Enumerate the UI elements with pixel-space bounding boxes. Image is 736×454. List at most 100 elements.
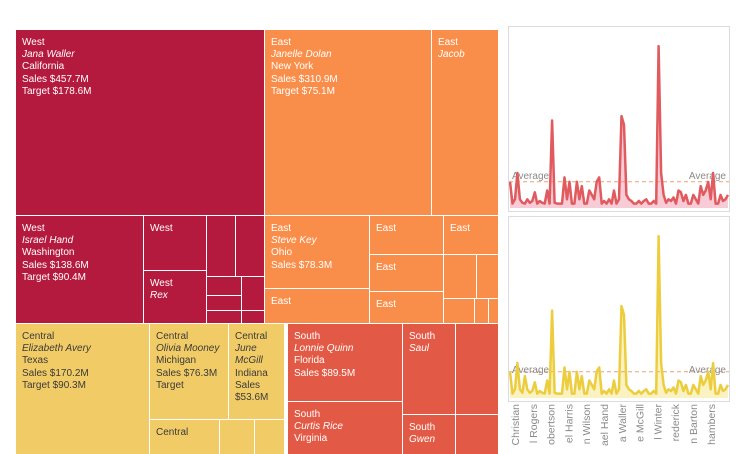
tile-target: Target — [156, 379, 184, 391]
treemap-tile-west-small-1[interactable]: West — [144, 216, 206, 270]
treemap-tile-central-small-1[interactable]: Central — [150, 420, 219, 454]
tile-state: California — [22, 61, 65, 73]
treemap-tile-south-florida[interactable]: South Lonnie Quinn Florida Sales $89.5M — [288, 324, 402, 401]
tile-region: East — [271, 37, 292, 48]
sales-trend-panel: Average Average — [508, 26, 730, 212]
treemap-tile-east-small-5[interactable]: East — [370, 292, 443, 323]
x-tick-label: n Barton — [688, 404, 700, 444]
tile-region: West — [22, 223, 45, 234]
tile-region: South — [409, 331, 436, 342]
treemap-tile-west-california[interactable]: West Jana Waller California Sales $457.7… — [16, 30, 264, 215]
target-trend-chart: Average Average — [508, 234, 730, 398]
tile-state: Washington — [22, 247, 75, 259]
treemap-tile-central-texas[interactable]: Central Elizabeth Avery Texas Sales $170… — [16, 324, 149, 454]
tile-divider — [207, 310, 264, 311]
tile-region: West — [22, 37, 45, 48]
treemap-south-right-area[interactable] — [456, 324, 498, 454]
tile-manager: Gwen — [409, 434, 436, 446]
tile-sales: Sales $310.9M — [271, 73, 338, 85]
tile-region: West — [150, 223, 173, 234]
tile-divider — [254, 420, 255, 454]
average-label-right: Average — [689, 171, 727, 182]
tile-sales: Sales $138.6M — [22, 259, 89, 271]
x-tick-label: e McGill — [635, 404, 647, 442]
tile-region: East — [376, 223, 397, 234]
tile-target: Target $90.3M — [22, 379, 86, 391]
x-tick-label: l Winter — [652, 404, 664, 440]
tile-region: Central — [235, 331, 268, 342]
treemap-tile-east-small-1[interactable]: East — [265, 289, 369, 323]
target-trend-panel: Average Average — [508, 216, 730, 402]
tile-manager: Saul — [409, 343, 430, 355]
tile-target: Target $90.4M — [22, 271, 86, 283]
x-tick-label: a Waller — [617, 404, 629, 443]
tile-state: Virginia — [294, 433, 328, 445]
x-tick-label: ael Hand — [599, 404, 611, 446]
treemap-tile-south-gwen[interactable]: South Gwen — [403, 415, 455, 454]
tile-divider — [474, 298, 475, 323]
tile-divider — [488, 298, 489, 323]
tile-divider — [235, 216, 236, 276]
tile-state: Indiana — [235, 367, 268, 379]
tile-divider — [456, 414, 498, 415]
tile-manager: Jacob — [438, 49, 465, 61]
tile-state: Michigan — [156, 355, 197, 367]
tile-state: New York — [271, 61, 314, 73]
tile-sales: Sales $457.7M — [22, 73, 89, 85]
treemap-tile-east-small-3[interactable]: East — [444, 216, 498, 254]
x-tick-label: n Wilson — [581, 404, 593, 444]
average-label-left: Average — [512, 365, 550, 376]
average-label-left: Average — [512, 171, 550, 182]
x-tick-label: obertson — [546, 404, 558, 445]
tile-manager: Israel Hand — [22, 235, 74, 247]
tile-target: Target $178.6M — [22, 85, 92, 97]
tile-sales: Sales $89.5M — [294, 367, 356, 379]
treemap-tile-south-saul[interactable]: South Saul — [403, 324, 455, 414]
tile-region: South — [294, 409, 321, 420]
tile-region: East — [450, 223, 471, 234]
sales-trend-chart: Average Average — [508, 44, 730, 208]
x-tick-label: el Harris — [563, 404, 575, 443]
tile-manager: Olivia Mooney — [156, 343, 220, 355]
treemap-tile-east-new-york[interactable]: East Janelle Dolan New York Sales $310.9… — [265, 30, 431, 215]
tile-sales: Sales $76.3M — [156, 367, 218, 379]
tile-target: Target $75.1M — [271, 85, 335, 97]
x-tick-label: hambers — [706, 404, 718, 445]
treemap-east-small-area[interactable] — [444, 255, 498, 323]
tile-manager: Steve Key — [271, 235, 317, 247]
tile-manager: Rex — [150, 290, 168, 302]
treemap-tile-east-ohio[interactable]: East Steve Key Ohio Sales $78.3M — [265, 216, 369, 288]
treemap-tile-central-michigan[interactable]: Central Olivia Mooney Michigan Sales $76… — [150, 324, 228, 419]
treemap-tile-east-jacob[interactable]: East Jacob — [432, 30, 498, 215]
treemap-tile-east-small-4[interactable]: East — [370, 255, 443, 291]
tile-region: South — [294, 331, 321, 342]
tile-manager: Lonnie Quinn — [294, 343, 354, 355]
x-tick-label: l Rogers — [528, 404, 540, 443]
tile-manager: Elizabeth Avery — [22, 343, 91, 355]
tile-manager: Janelle Dolan — [271, 49, 332, 61]
x-axis-labels: Christian l Rogers obertson el Harris n Wils… — [510, 403, 718, 446]
tile-divider — [476, 255, 477, 298]
treemap-tile-west-rex[interactable]: West Rex — [144, 271, 206, 323]
sales-line — [508, 44, 730, 205]
tile-divider — [444, 298, 498, 299]
x-tick-label: Christian — [510, 404, 522, 446]
tile-manager: Jana Waller — [22, 49, 75, 61]
treemap-tile-east-small-2[interactable]: East — [370, 216, 443, 254]
target-line — [508, 234, 730, 395]
tile-region: East — [376, 262, 397, 273]
treemap: West Jana Waller California Sales $457.7… — [16, 30, 498, 454]
treemap-tile-west-washington[interactable]: West Israel Hand Washington Sales $138.6… — [16, 216, 143, 323]
treemap-tile-south-virginia[interactable]: South Curtis Rice Virginia — [288, 402, 402, 454]
tile-region: East — [438, 37, 459, 48]
treemap-tile-central-indiana[interactable]: Central June McGill Indiana Sales $53.6M — [229, 324, 284, 419]
treemap-central-small-area[interactable] — [220, 420, 284, 454]
tile-sales: Sales $78.3M — [271, 259, 333, 271]
tile-region: East — [376, 299, 397, 310]
tile-sales: Sales $53.6M — [235, 379, 269, 404]
x-tick-label: rederick — [670, 403, 682, 441]
tile-region: Central — [156, 331, 189, 342]
tile-region: South — [409, 422, 436, 433]
tile-region: Central — [22, 331, 55, 342]
tile-region: East — [271, 223, 292, 234]
